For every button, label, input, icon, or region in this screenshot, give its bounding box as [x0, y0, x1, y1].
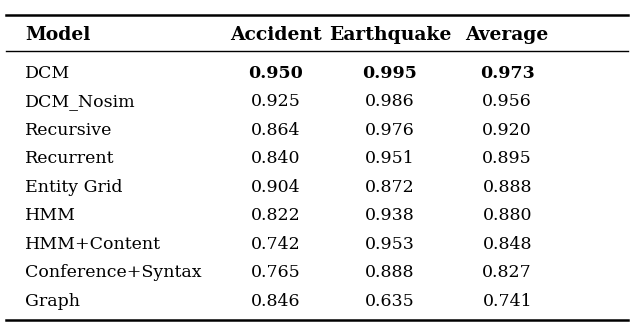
Text: Accident: Accident [230, 26, 321, 44]
Text: 0.895: 0.895 [482, 150, 532, 167]
Text: 0.848: 0.848 [482, 236, 532, 253]
Text: 0.742: 0.742 [251, 236, 301, 253]
Text: 0.956: 0.956 [482, 93, 532, 110]
Text: 0.840: 0.840 [251, 150, 301, 167]
Text: 0.973: 0.973 [480, 64, 534, 82]
Text: Entity Grid: Entity Grid [25, 179, 123, 196]
Text: HMM+Content: HMM+Content [25, 236, 162, 253]
Text: HMM: HMM [25, 207, 76, 224]
Text: 0.827: 0.827 [482, 264, 532, 282]
Text: 0.880: 0.880 [482, 207, 532, 224]
Text: 0.925: 0.925 [251, 93, 301, 110]
Text: Average: Average [465, 26, 549, 44]
Text: Model: Model [25, 26, 91, 44]
Text: 0.904: 0.904 [251, 179, 301, 196]
Text: 0.938: 0.938 [365, 207, 415, 224]
Text: 0.741: 0.741 [482, 293, 532, 310]
Text: Conference+Syntax: Conference+Syntax [25, 264, 202, 282]
Text: DCM_Nosim: DCM_Nosim [25, 93, 136, 110]
Text: 0.822: 0.822 [251, 207, 301, 224]
Text: 0.765: 0.765 [251, 264, 301, 282]
Text: Recurrent: Recurrent [25, 150, 115, 167]
Text: Earthquake: Earthquake [328, 26, 451, 44]
Text: 0.950: 0.950 [249, 64, 303, 82]
Text: 0.888: 0.888 [365, 264, 415, 282]
Text: 0.635: 0.635 [365, 293, 415, 310]
Text: Graph: Graph [25, 293, 81, 310]
Text: 0.864: 0.864 [251, 122, 301, 139]
Text: 0.872: 0.872 [365, 179, 415, 196]
Text: 0.995: 0.995 [363, 64, 417, 82]
Text: 0.953: 0.953 [365, 236, 415, 253]
Text: 0.986: 0.986 [365, 93, 415, 110]
Text: 0.976: 0.976 [365, 122, 415, 139]
Text: DCM: DCM [25, 64, 70, 82]
Text: 0.920: 0.920 [482, 122, 532, 139]
Text: 0.846: 0.846 [251, 293, 301, 310]
Text: 0.951: 0.951 [365, 150, 415, 167]
Text: Recursive: Recursive [25, 122, 113, 139]
Text: 0.888: 0.888 [482, 179, 532, 196]
